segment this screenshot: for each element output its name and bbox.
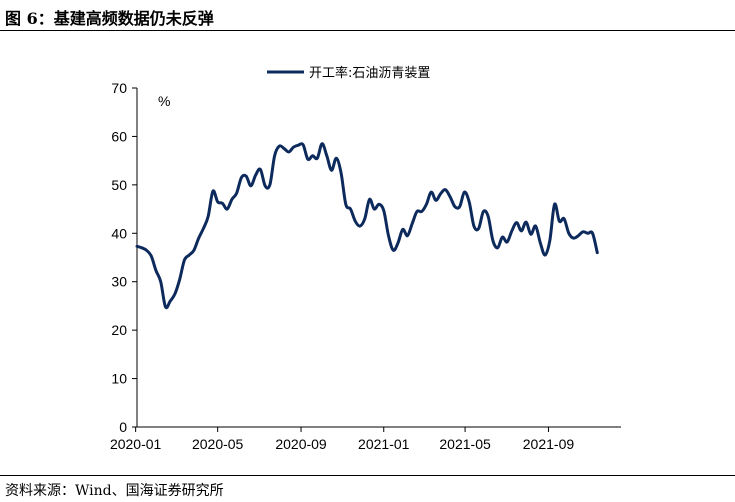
chart-legend: 开工率:石油沥青装置 <box>267 65 430 81</box>
y-tick-label: 20 <box>111 322 127 338</box>
x-tick-label: 2021-01 <box>358 436 410 452</box>
y-axis-ticks: 0 10 20 30 40 50 60 70 <box>111 80 137 435</box>
y-tick-label: 10 <box>111 371 127 387</box>
x-tick-label: 2021-05 <box>439 436 491 452</box>
y-tick-label: 30 <box>111 274 127 290</box>
y-tick-label: 70 <box>111 80 127 96</box>
y-tick-label: 40 <box>111 225 127 241</box>
chart-axes <box>136 88 621 428</box>
legend-label: 开工率:石油沥青装置 <box>309 65 430 81</box>
x-tick-label: 2021-09 <box>523 436 575 452</box>
y-axis-unit-label: % <box>158 93 170 109</box>
y-tick-label: 60 <box>111 128 127 144</box>
x-tick-label: 2020-09 <box>275 436 327 452</box>
top-rule <box>0 30 735 31</box>
x-tick-label: 2020-05 <box>192 436 244 452</box>
x-axis-ticks: 2020-01 2020-05 2020-09 2021-01 2021-05 2021-… <box>110 427 574 452</box>
series-line-0 <box>135 142 599 310</box>
chart-series <box>135 142 599 310</box>
bottom-rule <box>0 475 735 476</box>
source-note: 资料来源：Wind、国海证券研究所 <box>5 483 224 499</box>
y-tick-label: 50 <box>111 177 127 193</box>
figure-title: 图 6：基建高频数据仍未反弹 <box>5 9 214 28</box>
x-tick-label: 2020-01 <box>110 436 162 452</box>
y-tick-label: 0 <box>119 419 127 435</box>
